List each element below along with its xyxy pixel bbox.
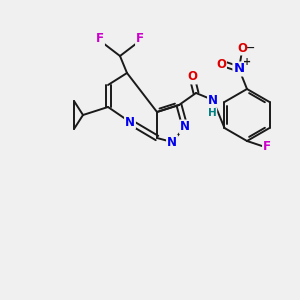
- Text: N: N: [180, 121, 190, 134]
- Text: F: F: [263, 140, 271, 152]
- Text: −: −: [246, 43, 256, 53]
- Text: +: +: [243, 57, 251, 67]
- Text: H: H: [208, 108, 216, 118]
- Text: O: O: [187, 70, 197, 83]
- Text: O: O: [216, 58, 226, 70]
- Text: N: N: [208, 94, 218, 106]
- Text: O: O: [237, 41, 247, 55]
- Text: F: F: [96, 32, 104, 46]
- Text: N: N: [233, 62, 244, 76]
- Text: N: N: [167, 136, 177, 148]
- Text: F: F: [136, 32, 144, 46]
- Text: N: N: [125, 116, 135, 128]
